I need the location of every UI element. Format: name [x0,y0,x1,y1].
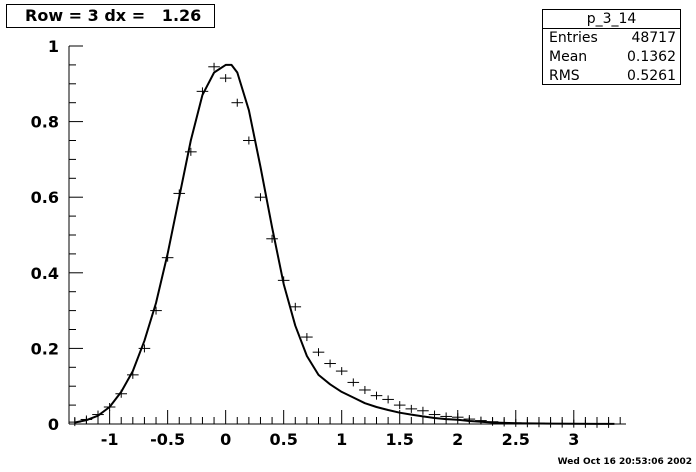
stats-value: 0.1362 [627,49,676,65]
x-tick-label: 2.5 [502,430,530,449]
data-point [115,389,128,398]
x-tick-label: 3 [568,430,579,449]
data-point [266,234,278,243]
data-point [602,419,615,428]
data-point [417,406,429,415]
stats-label: RMS [549,68,580,84]
fit-curve-layer [74,63,615,425]
x-tick-label: 2 [452,430,463,449]
stats-row-mean: Mean 0.1362 [543,48,680,67]
data-point [254,193,267,202]
data-point [219,74,232,83]
data-point [150,306,162,315]
data-point [173,189,186,198]
stats-value: 0.5261 [627,68,676,84]
data-point [591,419,603,428]
data-point [138,344,151,353]
data-point [359,385,371,394]
y-tick-labels: 0 0.2 0.4 0.6 0.8 1 [31,37,59,434]
y-tick-label: 0.4 [31,264,59,283]
data-point [370,391,383,400]
data-point [69,418,81,427]
data-point [509,418,522,427]
y-tick-label: 0.6 [31,188,59,207]
x-tick-label: 1 [336,430,347,449]
data-point [579,419,592,428]
data-point [127,370,139,379]
x-tick-label: 1.5 [386,430,414,449]
data-point [208,62,220,71]
data-point [80,415,93,424]
data-points-layer [69,62,615,428]
data-point [312,348,325,357]
data-point [161,253,174,262]
data-point [289,302,302,311]
data-point [196,87,209,96]
data-point [92,410,104,419]
data-point [231,98,244,107]
data-point [498,418,510,427]
data-point [567,419,580,428]
data-point [475,416,487,425]
stats-row-rms: RMS 0.5261 [543,67,680,86]
data-point [544,419,557,428]
data-point [277,276,290,285]
stats-value: 48717 [631,30,676,46]
data-point [556,419,568,428]
data-point [428,410,441,419]
y-tick-label: 1 [48,37,59,56]
data-point [440,412,452,421]
stats-name: p_3_14 [543,10,680,29]
y-tick-label: 0.8 [31,113,59,132]
data-point [533,419,545,428]
data-point [324,359,336,368]
data-point [451,413,464,422]
x-tick-labels: -1 -0.5 0 0.5 1 1.5 2 2.5 3 [101,430,580,449]
y-tick-label: 0.2 [31,339,59,358]
chart-title: Row = 3 dx = 1.26 [6,4,215,28]
x-tick-label: 0 [220,430,231,449]
timestamp: Wed Oct 16 20:53:06 2002 [557,457,692,467]
data-point [521,419,534,428]
data-point [486,417,499,426]
stats-label: Entries [549,30,598,46]
data-point [243,136,255,145]
stats-box: p_3_14 Entries 48717 Mean 0.1362 RMS 0.5… [542,9,681,85]
data-point [393,401,406,410]
x-tick-label: -0.5 [150,430,185,449]
data-point [103,402,116,411]
data-point [185,147,197,156]
y-tick-label: 0 [48,415,59,434]
axes [68,45,626,425]
data-point [347,378,360,387]
stats-row-entries: Entries 48717 [543,29,680,48]
x-tick-label: 0.5 [270,430,298,449]
data-point [301,333,313,342]
stats-label: Mean [549,49,588,65]
data-point [382,395,394,404]
x-tick-label: -1 [101,430,119,449]
data-point [335,367,348,376]
data-point [405,404,418,413]
fit-curve [74,63,615,425]
data-point [463,415,476,424]
